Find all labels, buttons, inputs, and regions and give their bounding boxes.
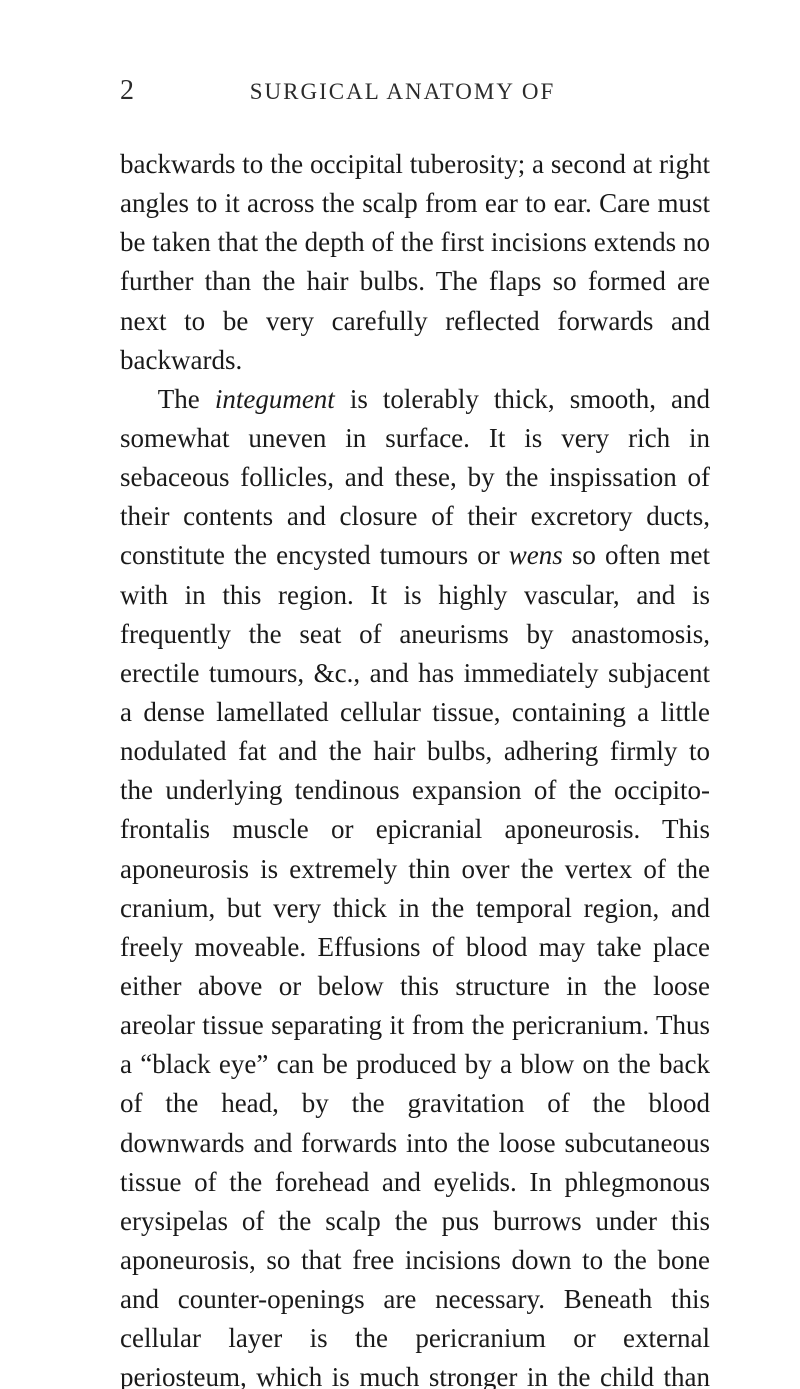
- paragraph-1: backwards to the occipital tuberosity; a…: [120, 145, 710, 380]
- paragraph-2: The integument is tolerably thick, smoot…: [120, 380, 710, 1389]
- p2-italic-integument: integument: [215, 384, 335, 414]
- p2-italic-wens: wens: [509, 540, 563, 570]
- running-head: SURGICAL ANATOMY OF: [95, 79, 710, 105]
- p2-text-c: so often met with in this region. It is …: [120, 540, 710, 1389]
- p2-text-a: The: [158, 384, 215, 414]
- p1-text: backwards to the occipital tuberosity; a…: [120, 149, 710, 375]
- body-text: backwards to the occipital tuberosity; a…: [120, 145, 710, 1389]
- header-row: 2 SURGICAL ANATOMY OF: [120, 75, 710, 107]
- page: 2 SURGICAL ANATOMY OF backwards to the o…: [0, 0, 800, 1389]
